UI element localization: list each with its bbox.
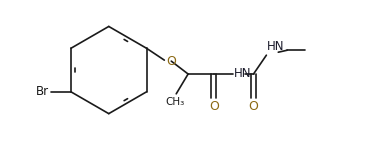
Text: HN: HN (234, 66, 251, 80)
Text: HN: HN (267, 40, 285, 53)
Text: O: O (166, 55, 176, 68)
Text: CH₃: CH₃ (166, 97, 185, 107)
Text: O: O (209, 100, 219, 113)
Text: O: O (249, 100, 259, 113)
Text: Br: Br (36, 85, 49, 98)
